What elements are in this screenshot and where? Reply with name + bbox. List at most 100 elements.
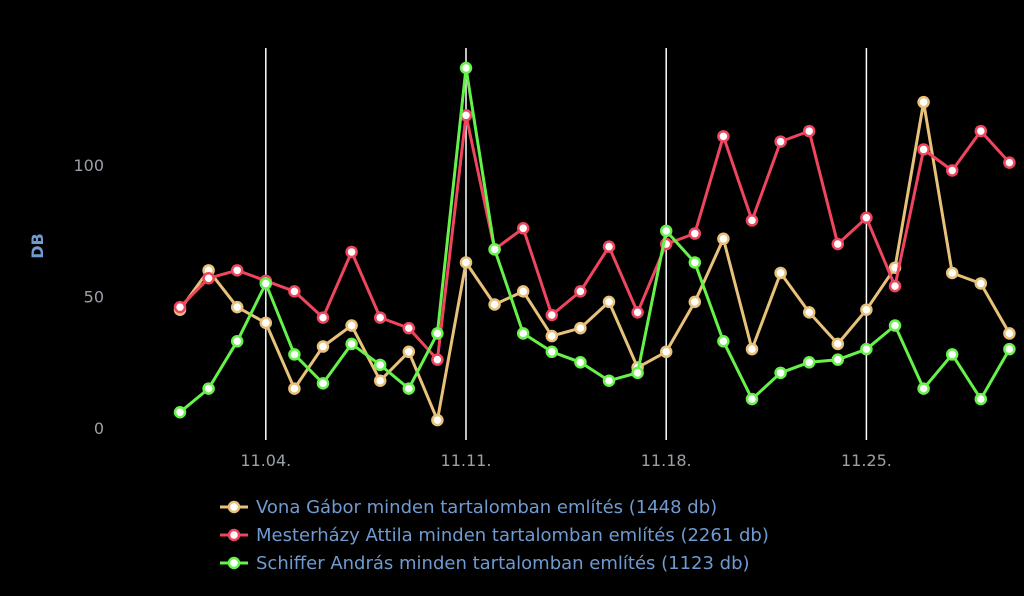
data-point bbox=[316, 311, 330, 324]
data-point bbox=[717, 335, 730, 348]
data-point bbox=[631, 306, 644, 319]
data-point bbox=[402, 321, 416, 335]
series-line bbox=[179, 66, 1011, 414]
data-point bbox=[516, 327, 530, 340]
data-point bbox=[545, 329, 559, 343]
data-point bbox=[659, 224, 673, 238]
y-axis-title: DB bbox=[28, 233, 47, 258]
legend[interactable]: Vona Gábor minden tartalomban említés (1… bbox=[220, 497, 769, 574]
data-point bbox=[202, 382, 215, 395]
data-point bbox=[545, 345, 559, 359]
data-point bbox=[574, 356, 587, 369]
legend-item[interactable]: Schiffer András minden tartalomban említ… bbox=[220, 553, 750, 574]
series-2 bbox=[173, 61, 1016, 419]
data-point bbox=[802, 124, 816, 138]
x-tick-label: 11.11. bbox=[441, 451, 492, 470]
data-point bbox=[602, 240, 616, 253]
x-tick-label: 11.18. bbox=[641, 451, 692, 470]
data-point bbox=[688, 295, 702, 309]
data-point bbox=[402, 345, 416, 359]
data-point bbox=[802, 356, 816, 369]
data-point bbox=[974, 124, 988, 138]
data-point bbox=[774, 266, 787, 280]
data-point bbox=[831, 337, 845, 351]
data-point bbox=[717, 130, 730, 143]
series-line bbox=[178, 113, 1011, 362]
legend-label: Vona Gábor minden tartalomban említés (1… bbox=[256, 497, 717, 518]
data-point bbox=[173, 405, 187, 419]
data-point bbox=[316, 377, 330, 390]
data-point bbox=[316, 340, 330, 353]
legend-swatch-marker bbox=[227, 556, 241, 570]
data-point bbox=[230, 264, 244, 277]
data-point bbox=[917, 143, 930, 156]
y-tick-label: 50 bbox=[84, 288, 104, 307]
data-point bbox=[259, 316, 273, 330]
x-tick-label: 11.04. bbox=[240, 451, 291, 470]
data-point bbox=[288, 348, 301, 361]
data-point bbox=[831, 353, 845, 366]
data-point bbox=[431, 413, 444, 427]
data-point bbox=[774, 366, 787, 380]
data-point bbox=[831, 237, 845, 251]
data-point bbox=[945, 266, 959, 280]
y-tick-label: 100 bbox=[73, 156, 104, 175]
data-point bbox=[574, 285, 587, 298]
legend-item[interactable]: Mesterházy Attila minden tartalomban eml… bbox=[220, 525, 769, 546]
data-point bbox=[860, 211, 873, 225]
data-point bbox=[745, 214, 759, 227]
data-point bbox=[545, 308, 559, 322]
data-point bbox=[688, 227, 702, 240]
data-point bbox=[488, 243, 501, 256]
x-axis-ticks: 11.04. 11.11. 11.18. 11.25. bbox=[240, 451, 891, 470]
data-point bbox=[974, 277, 988, 290]
data-point bbox=[459, 256, 473, 269]
data-point bbox=[888, 279, 902, 293]
legend-item[interactable]: Vona Gábor minden tartalomban említés (1… bbox=[220, 497, 717, 518]
data-point bbox=[745, 342, 759, 356]
data-point bbox=[288, 382, 301, 395]
data-point bbox=[774, 135, 787, 148]
data-point bbox=[974, 392, 988, 406]
legend-label: Mesterházy Attila minden tartalomban eml… bbox=[256, 525, 769, 546]
data-point bbox=[288, 285, 301, 298]
data-point bbox=[602, 374, 616, 387]
data-point bbox=[373, 358, 387, 372]
data-point bbox=[802, 306, 816, 319]
data-point bbox=[373, 374, 387, 387]
data-point bbox=[431, 353, 444, 366]
data-point bbox=[516, 285, 530, 298]
data-point bbox=[574, 321, 587, 335]
y-tick-label: 0 bbox=[94, 419, 104, 438]
data-point bbox=[402, 382, 416, 395]
data-point bbox=[202, 271, 215, 285]
series-0 bbox=[173, 95, 1016, 427]
legend-swatch-marker bbox=[227, 528, 241, 542]
data-point bbox=[373, 311, 387, 324]
data-point bbox=[345, 319, 358, 332]
data-point bbox=[745, 392, 759, 406]
data-point bbox=[860, 342, 873, 356]
series-1 bbox=[173, 109, 1016, 366]
series-line bbox=[178, 100, 1011, 422]
data-point bbox=[888, 319, 902, 332]
data-point bbox=[688, 256, 702, 269]
x-tick-label: 11.25. bbox=[841, 451, 892, 470]
data-point bbox=[516, 222, 530, 235]
gridlines bbox=[265, 48, 868, 440]
legend-swatch-marker bbox=[227, 500, 241, 514]
data-point bbox=[431, 327, 444, 340]
data-point bbox=[1003, 156, 1016, 169]
data-point bbox=[345, 337, 358, 351]
data-point bbox=[917, 95, 930, 109]
data-point bbox=[602, 295, 616, 309]
data-point bbox=[659, 345, 673, 359]
data-point bbox=[917, 382, 930, 395]
data-point bbox=[345, 245, 358, 259]
data-point bbox=[631, 366, 644, 380]
data-point bbox=[945, 348, 959, 361]
data-point bbox=[259, 277, 273, 290]
data-point bbox=[230, 300, 244, 314]
